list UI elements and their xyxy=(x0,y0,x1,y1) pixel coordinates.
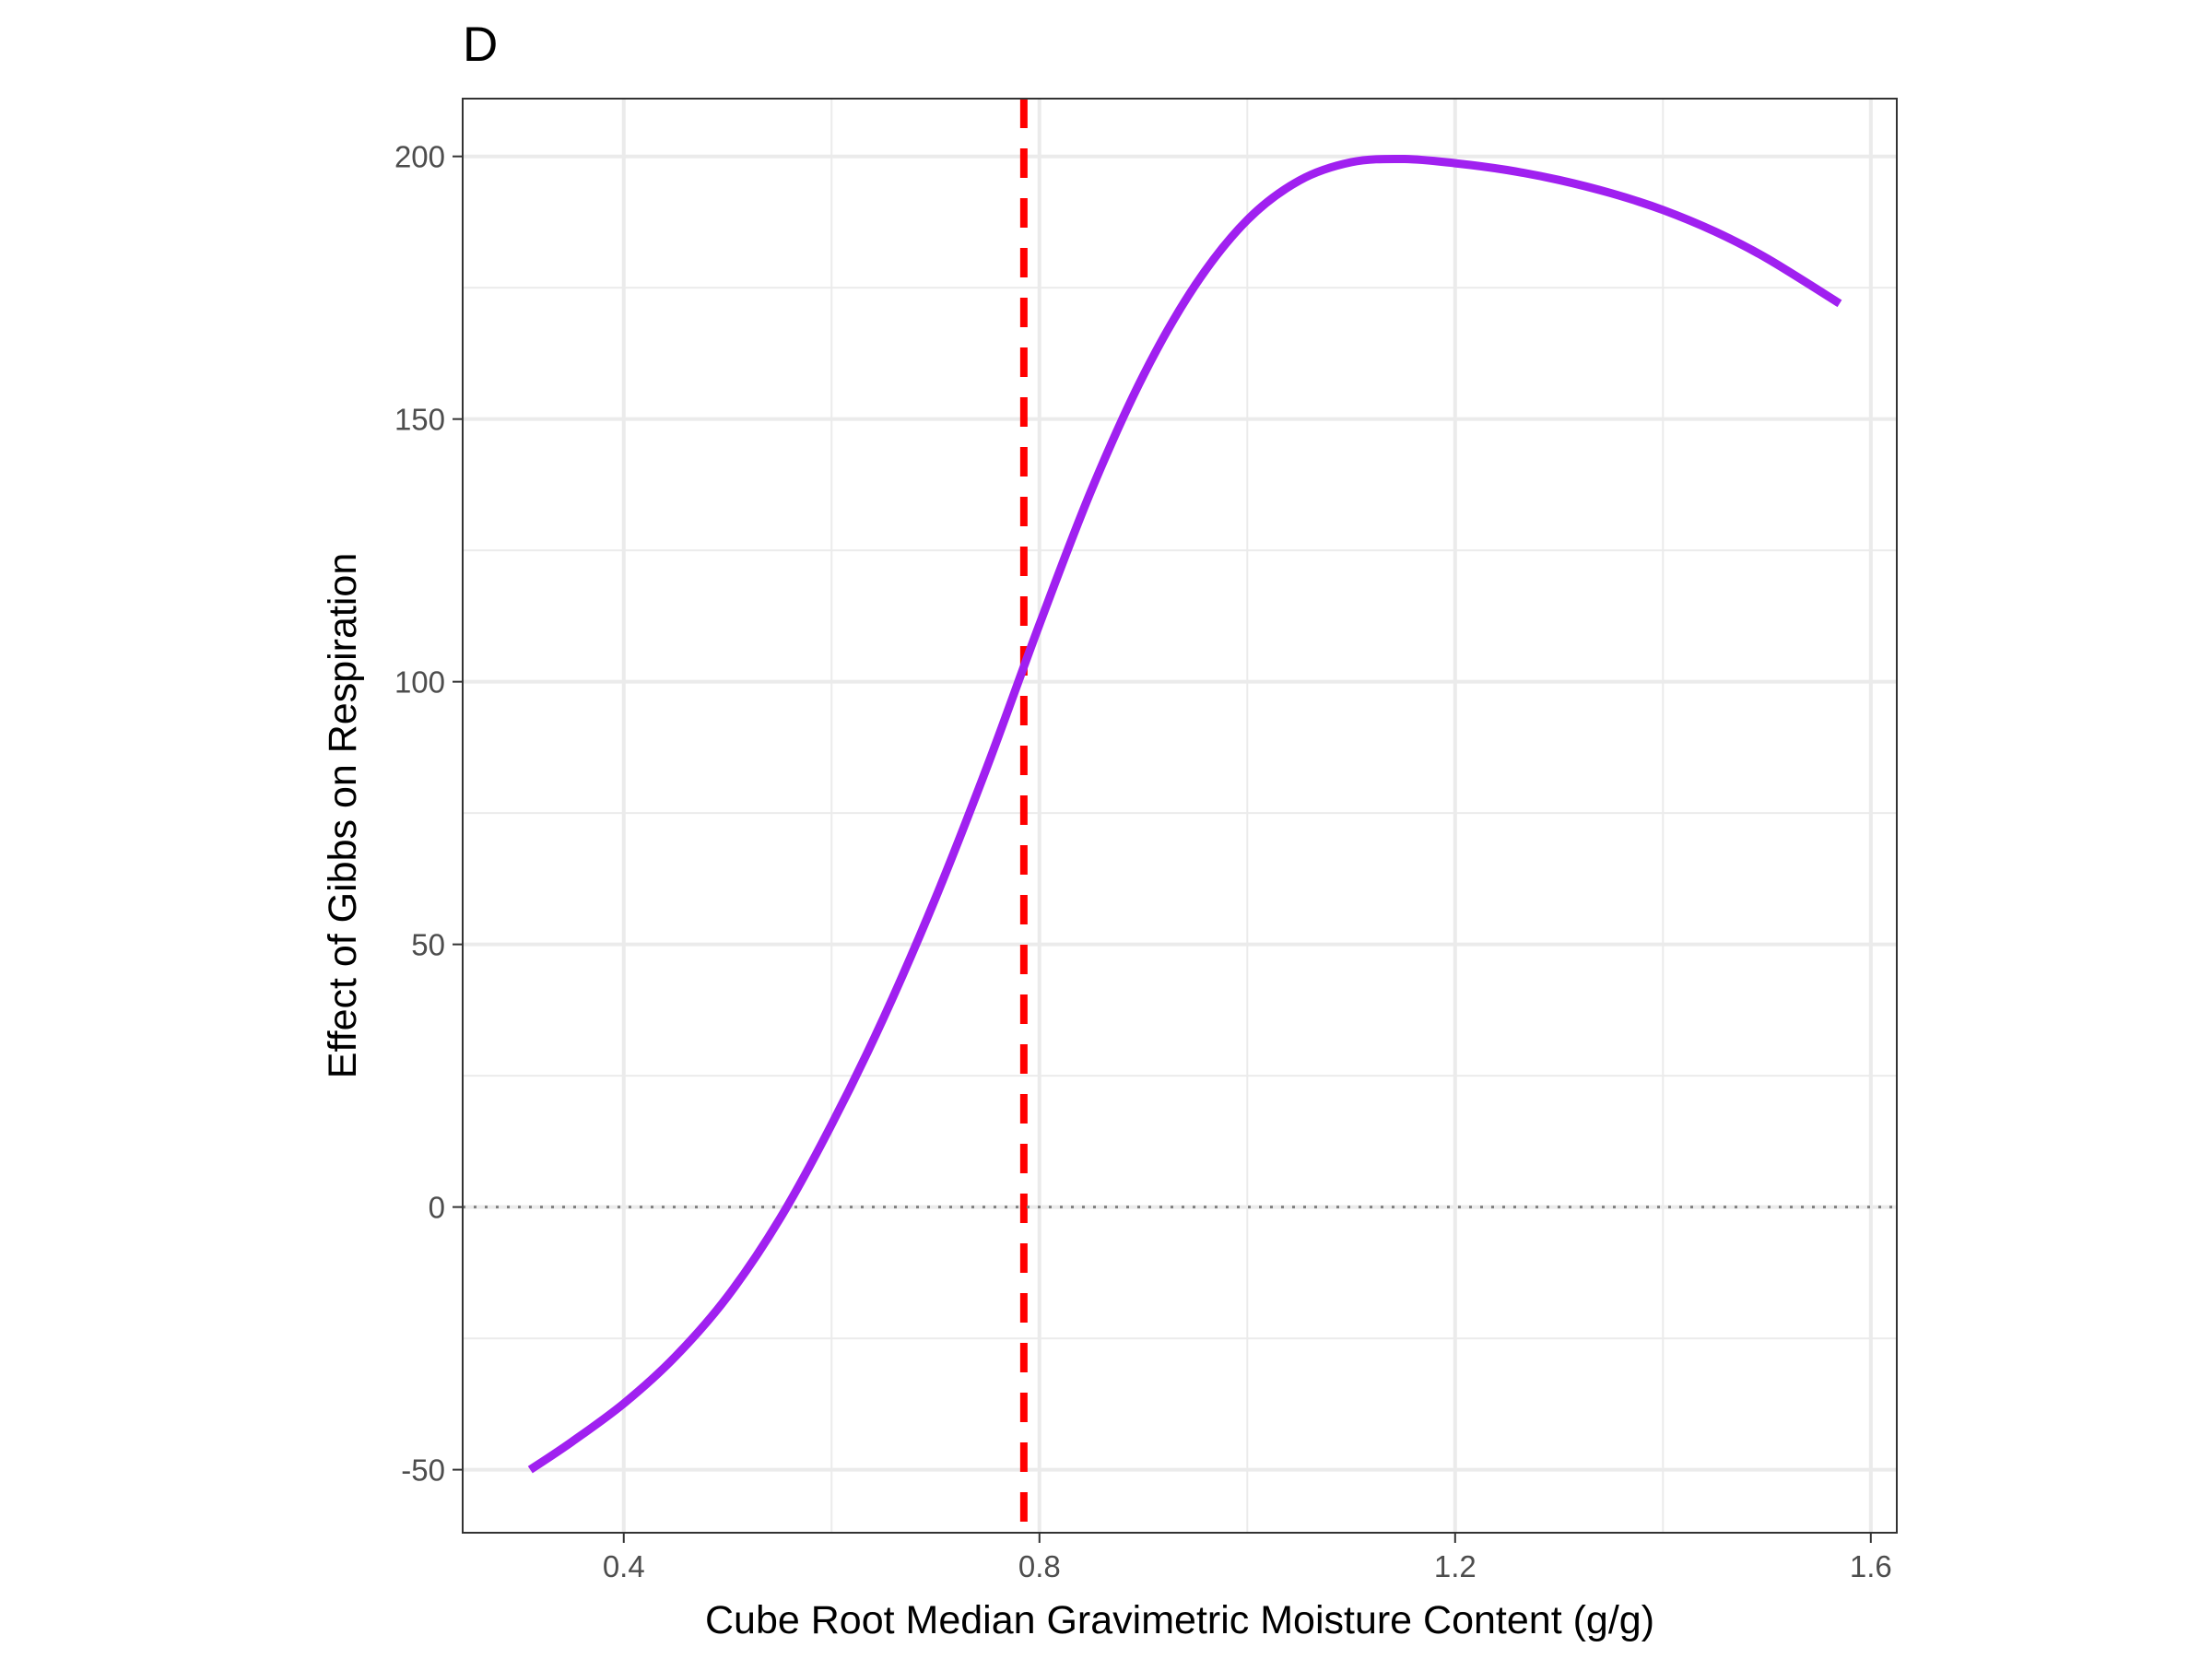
y-axis-title: Effect of Gibbs on Respiration xyxy=(321,553,365,1078)
y-tick-label: 100 xyxy=(394,665,445,700)
x-axis-ticks: 0.4 0.8 1.2 1.6 xyxy=(603,1533,1892,1583)
x-tick-label: 0.4 xyxy=(603,1549,645,1583)
panel-border xyxy=(462,98,1898,1534)
y-tick-label: 0 xyxy=(429,1191,445,1225)
series-layer xyxy=(527,154,1842,1474)
x-axis-title: Cube Root Median Gravimetric Moisture Co… xyxy=(705,1598,1654,1642)
x-tick-label: 1.6 xyxy=(1850,1549,1892,1583)
x-tick-label: 1.2 xyxy=(1434,1549,1477,1583)
minor-gridlines xyxy=(463,99,1897,1533)
y-tick-label: -50 xyxy=(401,1453,445,1488)
series-line xyxy=(527,154,1842,1474)
panel-label: D xyxy=(463,18,498,72)
reference-lines xyxy=(463,99,1897,1533)
y-axis-ticks: -50 0 50 100 150 200 xyxy=(394,140,463,1488)
x-tick-label: 0.8 xyxy=(1018,1549,1061,1583)
y-tick-label: 200 xyxy=(394,140,445,174)
y-tick-label: 50 xyxy=(411,928,445,962)
y-tick-label: 150 xyxy=(394,403,445,437)
